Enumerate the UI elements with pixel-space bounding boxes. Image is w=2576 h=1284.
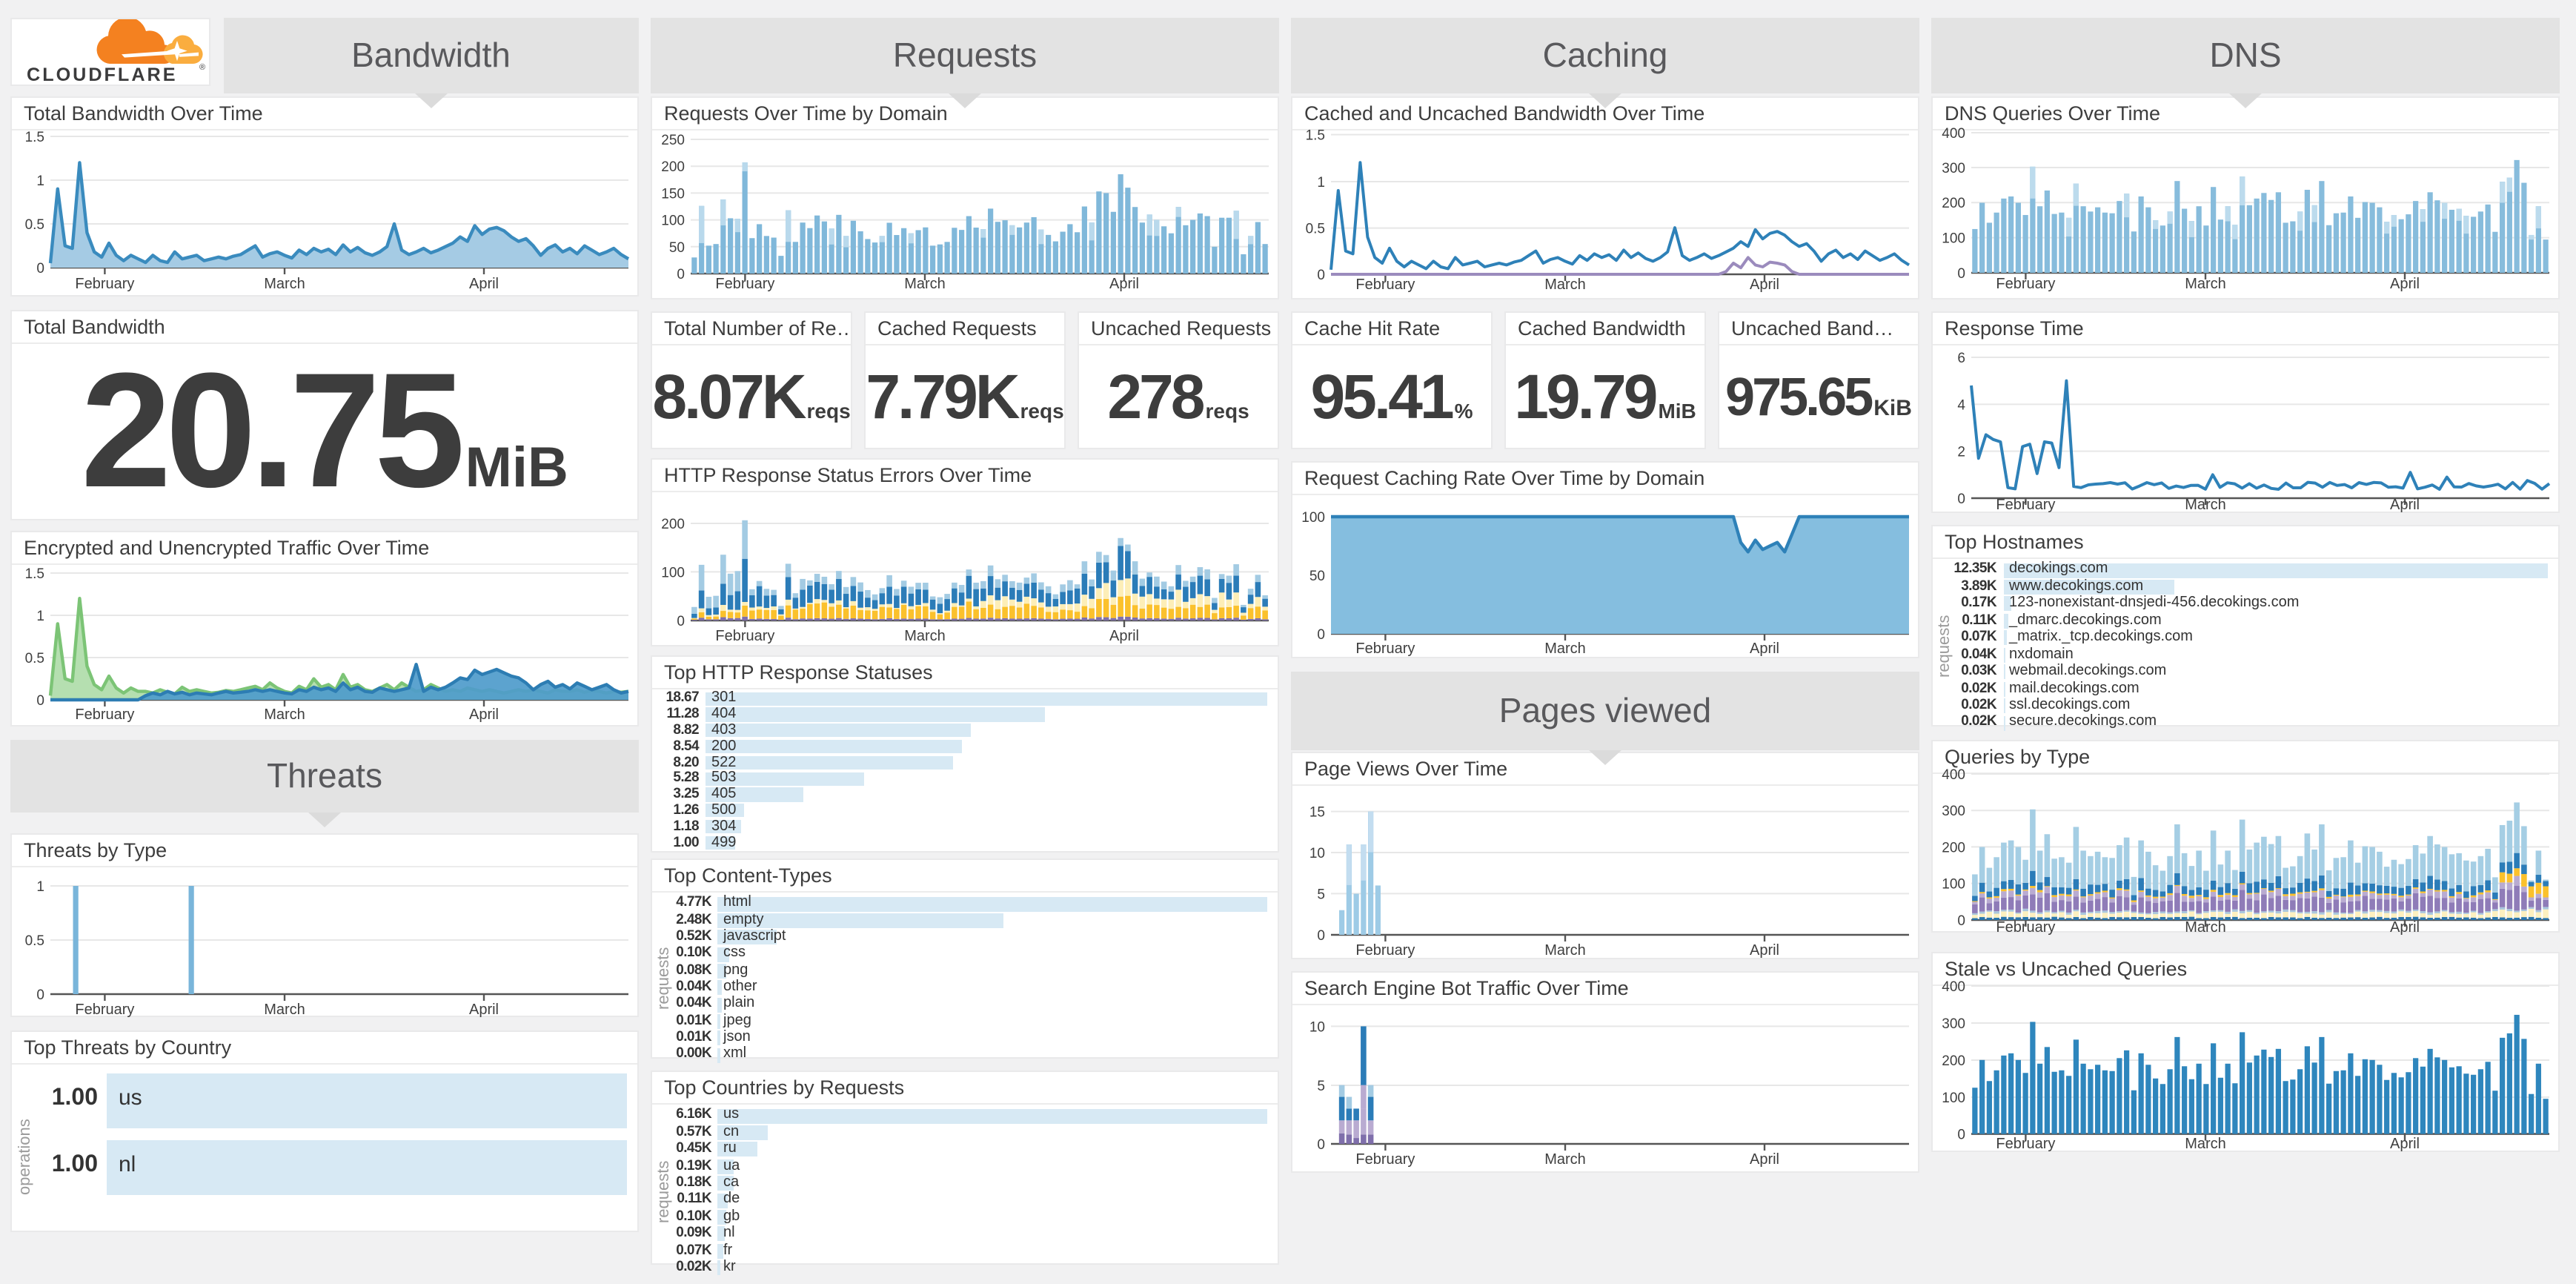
svg-text:April: April <box>1750 277 1779 293</box>
svg-text:February: February <box>1996 276 2055 292</box>
svg-text:April: April <box>1109 627 1139 643</box>
svg-text:March: March <box>1544 641 1586 657</box>
svg-text:50: 50 <box>669 240 685 256</box>
svg-text:5: 5 <box>1317 886 1325 901</box>
svg-text:March: March <box>2185 276 2226 292</box>
svg-text:March: March <box>904 627 946 643</box>
svg-text:February: February <box>1355 1151 1415 1167</box>
svg-text:250: 250 <box>661 133 685 148</box>
svg-text:300: 300 <box>1942 804 1965 819</box>
svg-text:0: 0 <box>1317 927 1325 943</box>
svg-text:0: 0 <box>1317 268 1325 283</box>
svg-text:February: February <box>1996 1136 2055 1152</box>
svg-text:March: March <box>1544 277 1586 293</box>
svg-text:March: March <box>264 1001 305 1017</box>
svg-text:March: March <box>2185 497 2226 513</box>
svg-text:April: April <box>469 1001 499 1017</box>
svg-text:1.5: 1.5 <box>25 130 44 145</box>
svg-text:0: 0 <box>677 267 685 282</box>
svg-text:April: April <box>1750 641 1779 657</box>
svg-text:100: 100 <box>661 564 685 580</box>
svg-text:February: February <box>715 627 774 643</box>
svg-text:April: April <box>2390 1136 2420 1152</box>
svg-text:400: 400 <box>1942 126 1965 142</box>
svg-text:2: 2 <box>1957 445 1965 460</box>
svg-text:April: April <box>2390 919 2420 936</box>
svg-text:February: February <box>1996 919 2055 936</box>
svg-text:April: April <box>1109 276 1139 292</box>
svg-text:March: March <box>1544 942 1586 958</box>
svg-text:100: 100 <box>1942 1091 1965 1106</box>
svg-text:February: February <box>715 276 774 292</box>
svg-text:4: 4 <box>1957 397 1965 413</box>
svg-text:April: April <box>1750 1151 1779 1167</box>
svg-text:200: 200 <box>1942 840 1965 856</box>
svg-text:0.5: 0.5 <box>25 933 44 948</box>
svg-text:February: February <box>1996 497 2055 513</box>
svg-text:300: 300 <box>1942 161 1965 176</box>
svg-text:1: 1 <box>1317 175 1325 191</box>
svg-text:1.5: 1.5 <box>25 566 44 582</box>
svg-text:March: March <box>2185 1136 2226 1152</box>
svg-text:10: 10 <box>1309 845 1325 861</box>
svg-text:1.5: 1.5 <box>1306 128 1325 144</box>
svg-text:100: 100 <box>1942 877 1965 893</box>
svg-text:15: 15 <box>1309 804 1325 820</box>
svg-text:200: 200 <box>661 159 685 175</box>
svg-text:February: February <box>75 276 134 292</box>
svg-text:0: 0 <box>1957 913 1965 929</box>
svg-text:0: 0 <box>36 987 44 1002</box>
svg-text:0: 0 <box>1317 627 1325 643</box>
svg-text:0: 0 <box>1957 492 1965 507</box>
svg-text:100: 100 <box>661 214 685 229</box>
svg-text:April: April <box>469 706 499 723</box>
svg-text:6: 6 <box>1957 351 1965 366</box>
svg-text:1: 1 <box>36 609 44 624</box>
svg-text:200: 200 <box>661 516 685 532</box>
svg-text:April: April <box>1750 942 1779 958</box>
svg-text:0: 0 <box>1957 266 1965 282</box>
svg-text:400: 400 <box>1942 979 1965 995</box>
svg-text:0.5: 0.5 <box>1306 222 1325 237</box>
svg-text:March: March <box>1544 1151 1586 1167</box>
svg-text:March: March <box>2185 919 2226 936</box>
svg-text:0: 0 <box>1317 1136 1325 1152</box>
svg-text:CLOUDFLARE: CLOUDFLARE <box>27 64 178 84</box>
svg-text:1: 1 <box>36 878 44 894</box>
svg-text:10: 10 <box>1309 1019 1325 1034</box>
svg-text:0: 0 <box>1957 1128 1965 1143</box>
svg-text:February: February <box>75 1001 134 1017</box>
svg-text:0.5: 0.5 <box>25 651 44 666</box>
svg-text:February: February <box>1355 942 1415 958</box>
svg-text:March: March <box>264 276 305 292</box>
svg-text:300: 300 <box>1942 1016 1965 1032</box>
svg-text:0: 0 <box>36 693 44 709</box>
svg-text:400: 400 <box>1942 767 1965 783</box>
svg-text:0: 0 <box>36 261 44 277</box>
svg-text:5: 5 <box>1317 1078 1325 1093</box>
svg-text:April: April <box>2390 497 2420 513</box>
svg-text:February: February <box>1355 641 1415 657</box>
svg-text:0: 0 <box>677 613 685 629</box>
svg-text:50: 50 <box>1309 569 1325 584</box>
svg-text:April: April <box>469 276 499 292</box>
svg-text:100: 100 <box>1301 510 1325 526</box>
svg-text:April: April <box>2390 276 2420 292</box>
svg-text:February: February <box>1355 277 1415 293</box>
svg-text:0.5: 0.5 <box>25 217 44 233</box>
svg-text:100: 100 <box>1942 231 1965 247</box>
svg-text:1: 1 <box>36 173 44 189</box>
svg-text:200: 200 <box>1942 196 1965 211</box>
svg-text:150: 150 <box>661 186 685 202</box>
svg-text:February: February <box>75 706 134 723</box>
svg-text:200: 200 <box>1942 1053 1965 1069</box>
svg-text:®: ® <box>199 62 205 71</box>
svg-text:March: March <box>264 706 305 723</box>
svg-text:March: March <box>904 276 946 292</box>
